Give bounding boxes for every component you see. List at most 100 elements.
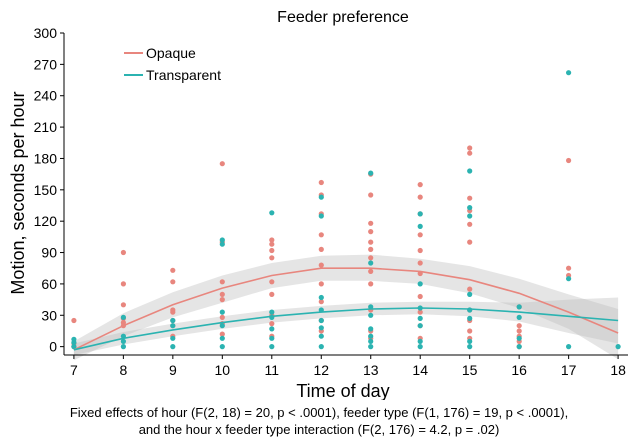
point-opaque-71: [467, 239, 473, 245]
y-tick-label-0: 0: [49, 339, 57, 355]
point-transparent-55: [516, 304, 522, 310]
point-transparent-44: [417, 323, 423, 329]
point-opaque-67: [467, 150, 473, 156]
point-opaque-25: [269, 241, 275, 247]
confidence-bands: [73, 254, 619, 361]
point-opaque-78: [516, 323, 522, 329]
ci-band-opaque: [73, 254, 619, 361]
point-transparent-56: [516, 314, 522, 320]
legend-label-transparent: Transparent: [146, 67, 221, 83]
point-transparent-41: [417, 281, 423, 287]
point-transparent-53: [467, 338, 473, 344]
point-transparent-30: [318, 344, 324, 350]
point-opaque-68: [467, 195, 473, 201]
point-opaque-84: [566, 265, 572, 271]
y-tick-label-90: 90: [41, 245, 57, 261]
feeder-preference-chart: Feeder preference 0 30 60 90 120 150 180 210 240…: [8, 9, 628, 400]
point-opaque-83: [566, 157, 572, 164]
x-tick-label-10: 10: [215, 362, 231, 378]
y-tick-label-120: 120: [34, 213, 58, 229]
caption-line-2: and the hour x feeder type interaction (…: [138, 422, 500, 437]
fit-line-transparent: [73, 307, 619, 351]
point-opaque-20: [219, 297, 225, 303]
point-transparent-50: [467, 291, 473, 297]
point-transparent-20: [269, 326, 275, 332]
x-tick-label-13: 13: [363, 362, 379, 378]
point-opaque-59: [417, 247, 423, 254]
point-opaque-62: [417, 293, 423, 300]
point-transparent-1: [71, 339, 77, 346]
point-transparent-48: [467, 205, 473, 211]
point-transparent-16: [219, 344, 225, 350]
point-transparent-31: [368, 170, 374, 176]
point-opaque-75: [467, 328, 473, 334]
point-transparent-38: [368, 344, 374, 350]
point-transparent-60: [566, 276, 572, 282]
x-tick-label-17: 17: [561, 362, 577, 378]
axes: 0 30 60 90 120 150 180 210 240 270 300 7 8 9 10 11 12 13 1…: [34, 25, 628, 378]
point-transparent-58: [516, 344, 522, 350]
point-transparent-5: [120, 338, 126, 344]
point-opaque-72: [467, 286, 473, 292]
point-opaque-44: [368, 192, 374, 198]
point-transparent-40: [417, 223, 423, 229]
point-opaque-39: [318, 281, 324, 287]
x-tick-label-14: 14: [412, 362, 428, 378]
point-opaque-70: [467, 221, 473, 227]
point-transparent-7: [170, 317, 176, 324]
point-opaque-46: [368, 229, 374, 235]
point-transparent-14: [219, 323, 225, 329]
point-transparent-43: [417, 315, 423, 321]
point-transparent-49: [467, 213, 473, 219]
x-tick-label-8: 8: [119, 362, 127, 378]
point-transparent-59: [566, 70, 572, 76]
y-tick-label-210: 210: [34, 119, 58, 135]
point-opaque-56: [417, 194, 423, 200]
point-transparent-15: [219, 335, 225, 341]
x-tick-label-18: 18: [610, 362, 626, 378]
point-opaque-79: [516, 328, 522, 334]
point-transparent-3: [120, 314, 126, 320]
point-opaque-24: [269, 237, 275, 243]
point-opaque-55: [417, 182, 423, 188]
point-opaque-23: [219, 331, 225, 337]
point-opaque-10: [170, 279, 176, 285]
x-axis-label: Time of day: [296, 381, 389, 400]
point-transparent-23: [318, 194, 324, 200]
point-opaque-50: [368, 268, 374, 274]
point-transparent-35: [368, 326, 374, 332]
point-transparent-61: [566, 344, 572, 350]
point-transparent-62: [615, 344, 621, 350]
point-transparent-37: [368, 338, 374, 344]
point-transparent-25: [318, 294, 324, 301]
point-opaque-9: [170, 267, 176, 273]
point-transparent-28: [318, 325, 324, 331]
point-opaque-63: [417, 309, 423, 315]
y-tick-label-300: 300: [34, 25, 58, 41]
point-transparent-21: [269, 335, 275, 341]
x-tick-label-11: 11: [265, 362, 280, 378]
point-opaque-66: [467, 145, 473, 151]
point-transparent-18: [269, 309, 275, 315]
point-transparent-24: [318, 213, 324, 219]
caption-line-1: Fixed effects of hour (F(2, 18) = 20, p …: [69, 405, 569, 420]
point-opaque-5: [120, 302, 126, 308]
fit-line-opaque: [73, 267, 619, 351]
ci-band-transparent: [73, 297, 619, 355]
point-opaque-19: [219, 291, 225, 297]
point-opaque-16: [219, 161, 225, 167]
y-tick-label-180: 180: [34, 150, 58, 166]
point-transparent-32: [368, 260, 374, 266]
point-transparent-22: [269, 344, 275, 350]
point-transparent-46: [417, 344, 423, 350]
point-opaque-51: [368, 281, 374, 287]
point-opaque-60: [417, 260, 423, 266]
x-tick-label-16: 16: [511, 362, 527, 378]
point-opaque-47: [368, 239, 374, 245]
point-transparent-57: [516, 335, 522, 341]
point-opaque-38: [318, 262, 324, 268]
point-transparent-29: [318, 333, 324, 339]
point-opaque-48: [368, 246, 374, 252]
point-opaque-12: [170, 309, 176, 315]
point-transparent-54: [467, 344, 473, 350]
